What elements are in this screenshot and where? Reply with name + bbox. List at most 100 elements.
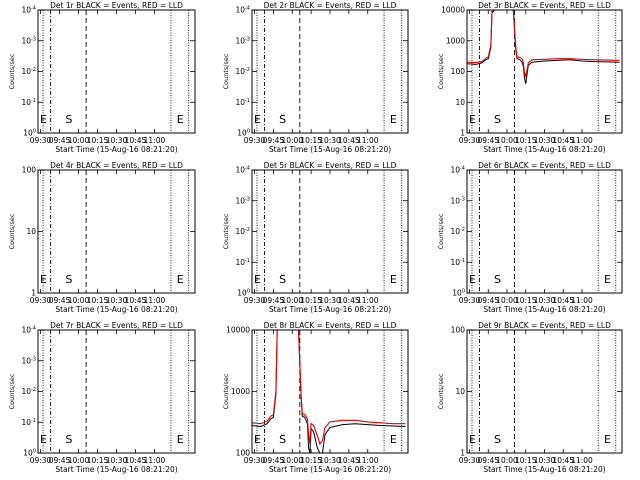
x-tick-label: 11:00	[144, 296, 166, 305]
y-tick-exponent: -4	[31, 6, 36, 12]
marker-label: E	[177, 113, 184, 126]
y-tick-exponent: -4	[245, 6, 250, 12]
marker-label: S	[494, 113, 501, 126]
marker-label: E	[254, 273, 261, 286]
y-axis-label: Counts/sec	[8, 53, 16, 89]
x-axis-label: Start Time (15-Aug-16 08:21:20)	[269, 145, 391, 154]
y-tick-label: 10-1	[21, 98, 36, 107]
y-tick-label: 10	[26, 227, 36, 236]
y-tick-label: 100	[23, 129, 36, 138]
panel-title: Det 3r BLACK = Events, RED = LLD	[478, 1, 611, 10]
y-tick-exponent: -3	[31, 36, 36, 42]
marker-label: E	[40, 273, 47, 286]
y-tick-mantissa: 10	[237, 129, 247, 138]
y-tick-mantissa: 1000	[231, 387, 250, 396]
x-axis-label: Start Time (15-Aug-16 08:21:20)	[55, 145, 177, 154]
y-tick-label: 10-2	[235, 67, 250, 76]
marker-label: E	[469, 113, 476, 126]
detector-panel: Det 9r BLACK = Events, RED = LLD Counts/s…	[437, 321, 623, 474]
y-tick-exponent: -2	[31, 387, 36, 393]
x-tick-label: 09:30	[459, 296, 481, 305]
marker-label: S	[65, 433, 72, 446]
marker-label: E	[604, 273, 611, 286]
x-tick-label: 09:30	[244, 456, 266, 465]
x-tick-label: 09:45	[263, 296, 285, 305]
y-tick-mantissa: 1	[460, 449, 465, 458]
marker-label: E	[40, 433, 47, 446]
x-tick-label: 10:45	[552, 296, 574, 305]
plot-frame	[466, 169, 623, 294]
y-axis-label: Counts/sec	[8, 373, 16, 409]
y-tick-mantissa: 10000	[226, 326, 250, 335]
x-tick-label: 11:00	[144, 456, 166, 465]
x-tick-label: 10:45	[338, 456, 360, 465]
y-tick-mantissa: 10	[235, 36, 245, 45]
x-tick-label: 10:45	[338, 136, 360, 145]
x-tick-label: 09:45	[49, 136, 71, 145]
y-tick-label: 1	[31, 289, 36, 298]
y-tick-mantissa: 10	[235, 67, 245, 76]
x-tick-label: 10:45	[552, 136, 574, 145]
y-tick-exponent: -4	[460, 166, 465, 172]
x-tick-label: 10:00	[68, 296, 90, 305]
y-tick-mantissa: 10	[23, 449, 33, 458]
x-tick-label: 10:00	[68, 136, 90, 145]
panel-title: Det 5r BLACK = Events, RED = LLD	[264, 161, 397, 170]
y-tick-label: 10-3	[450, 196, 465, 205]
y-tick-label: 100	[23, 449, 36, 458]
y-tick-label: 10-4	[450, 166, 465, 175]
x-axis-label: Start Time (15-Aug-16 08:21:20)	[483, 465, 605, 474]
marker-label: E	[390, 273, 397, 286]
y-tick-exponent: -3	[31, 356, 36, 362]
x-tick-label: 10:30	[106, 456, 128, 465]
marker-label: E	[469, 433, 476, 446]
x-axis-label: Start Time (15-Aug-16 08:21:20)	[483, 305, 605, 314]
x-tick-label: 10:45	[125, 136, 147, 145]
x-tick-label: 11:00	[571, 136, 593, 145]
y-tick-exponent: -3	[460, 196, 465, 202]
y-tick-label: 10-3	[21, 356, 36, 365]
y-tick-label: 10	[455, 98, 465, 107]
y-tick-mantissa: 10	[235, 166, 245, 175]
detector-panel: Det 3r BLACK = Events, RED = LLD Counts/s…	[437, 1, 623, 154]
detector-panel: Det 2r BLACK = Events, RED = LLD Counts/s…	[222, 1, 409, 154]
y-tick-mantissa: 1000	[446, 36, 465, 45]
x-tick-label: 09:30	[459, 136, 481, 145]
x-tick-label: 10:15	[300, 136, 322, 145]
y-tick-mantissa: 10	[21, 98, 31, 107]
y-tick-label: 10-3	[235, 196, 250, 205]
marker-label: S	[494, 433, 501, 446]
x-tick-label: 10:00	[281, 136, 303, 145]
y-tick-label: 10-2	[450, 227, 465, 236]
y-tick-mantissa: 1	[31, 289, 36, 298]
y-tick-mantissa: 10	[21, 6, 31, 15]
x-tick-label: 10:15	[515, 136, 537, 145]
x-tick-label: 09:30	[244, 136, 266, 145]
y-tick-mantissa: 10	[450, 196, 460, 205]
x-tick-label: 10:15	[515, 296, 537, 305]
plot-frame	[466, 329, 623, 454]
x-tick-label: 09:30	[244, 296, 266, 305]
x-tick-label: 09:45	[49, 456, 71, 465]
y-tick-mantissa: 10	[455, 98, 465, 107]
x-tick-label: 10:45	[125, 456, 147, 465]
x-tick-label: 09:30	[30, 456, 52, 465]
x-tick-label: 10:30	[106, 136, 128, 145]
x-tick-label: 09:45	[263, 456, 285, 465]
y-tick-exponent: -2	[245, 227, 250, 233]
y-tick-exponent: 0	[462, 289, 465, 295]
events-series-line	[251, 329, 406, 454]
y-tick-mantissa: 10	[450, 258, 460, 267]
y-tick-label: 100	[237, 129, 250, 138]
y-tick-mantissa: 10	[235, 196, 245, 205]
y-axis-label: Counts/sec	[222, 213, 230, 249]
events-series-line	[466, 9, 620, 84]
y-tick-exponent: 0	[33, 449, 36, 455]
y-tick-label: 1000	[446, 36, 465, 45]
y-tick-label: 100	[22, 166, 37, 175]
panel-title: Det 7r BLACK = Events, RED = LLD	[50, 321, 183, 330]
y-axis-label: Counts/sec	[437, 53, 445, 89]
x-axis-label: Start Time (15-Aug-16 08:21:20)	[269, 305, 391, 314]
plot-frame	[251, 169, 409, 294]
